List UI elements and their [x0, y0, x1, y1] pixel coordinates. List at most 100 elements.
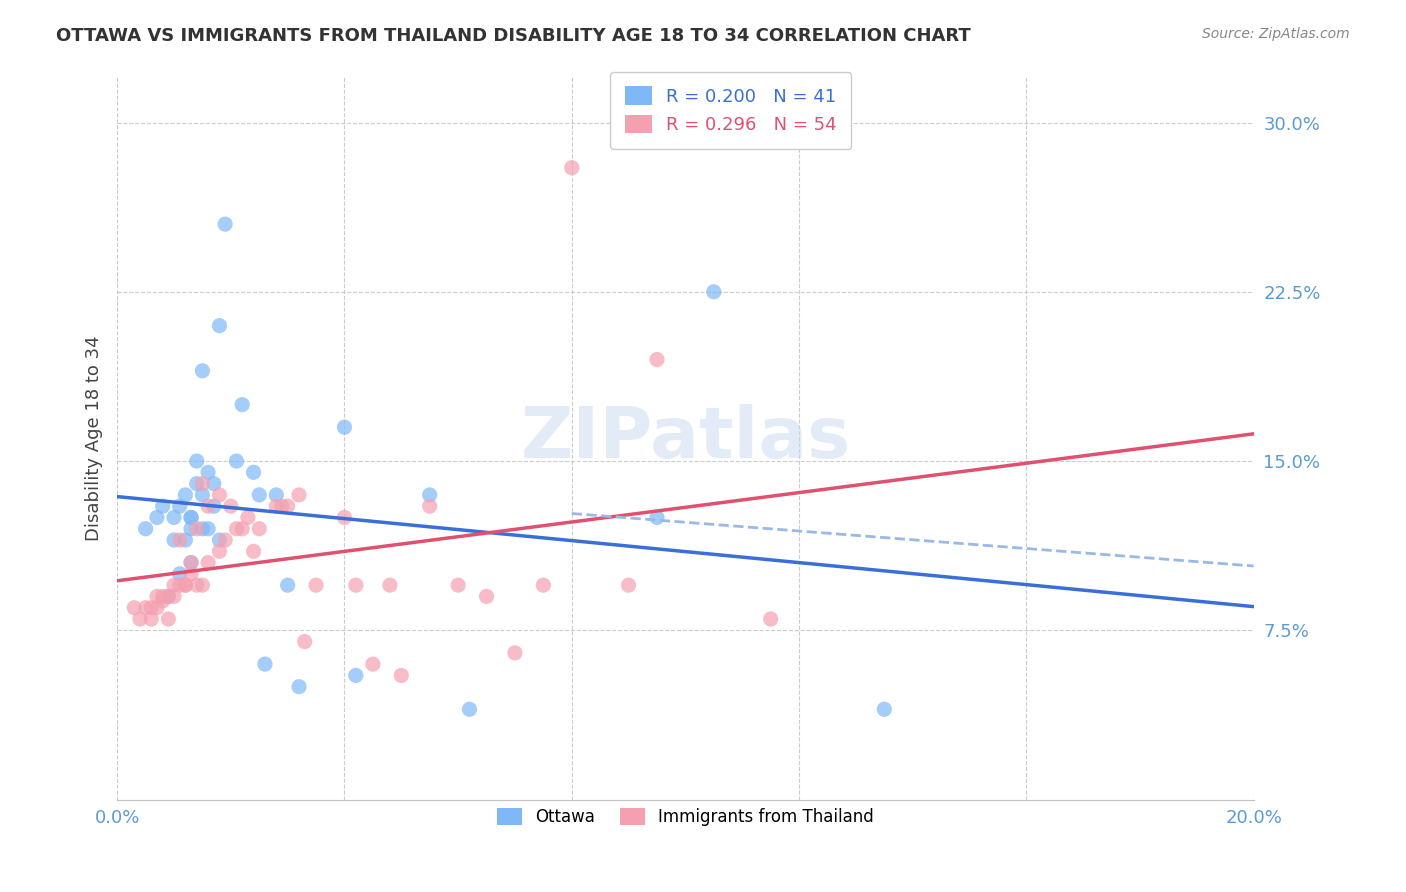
Text: Source: ZipAtlas.com: Source: ZipAtlas.com — [1202, 27, 1350, 41]
Point — [163, 510, 186, 524]
Point — [169, 578, 191, 592]
Point — [231, 398, 253, 412]
Point — [277, 578, 299, 592]
Text: OTTAWA VS IMMIGRANTS FROM THAILAND DISABILITY AGE 18 TO 34 CORRELATION CHART: OTTAWA VS IMMIGRANTS FROM THAILAND DISAB… — [56, 27, 972, 45]
Point — [266, 499, 288, 513]
Point — [419, 499, 441, 513]
Point — [645, 510, 668, 524]
Point — [191, 476, 214, 491]
Point — [247, 488, 270, 502]
Point — [152, 499, 174, 513]
Point — [208, 544, 231, 558]
Point — [169, 499, 191, 513]
Point — [214, 217, 236, 231]
Point — [447, 578, 470, 592]
Point — [202, 499, 225, 513]
Point — [197, 556, 219, 570]
Point — [361, 657, 384, 672]
Point — [169, 533, 191, 547]
Point — [135, 600, 157, 615]
Point — [873, 702, 896, 716]
Point — [225, 522, 247, 536]
Point — [157, 590, 180, 604]
Point — [458, 702, 481, 716]
Point — [180, 566, 202, 581]
Point — [169, 566, 191, 581]
Point — [225, 454, 247, 468]
Point — [333, 420, 356, 434]
Point — [186, 578, 208, 592]
Point — [163, 578, 186, 592]
Point — [531, 578, 554, 592]
Point — [141, 612, 163, 626]
Point — [208, 318, 231, 333]
Point — [191, 522, 214, 536]
Point — [129, 612, 152, 626]
Point — [146, 600, 169, 615]
Point — [186, 476, 208, 491]
Point — [180, 522, 202, 536]
Point — [294, 634, 316, 648]
Point — [191, 578, 214, 592]
Point — [242, 466, 264, 480]
Point — [561, 161, 583, 175]
Point — [703, 285, 725, 299]
Point — [475, 590, 498, 604]
Point — [759, 612, 782, 626]
Point — [174, 578, 197, 592]
Point — [242, 544, 264, 558]
Point — [219, 499, 242, 513]
Legend: Ottawa, Immigrants from Thailand: Ottawa, Immigrants from Thailand — [488, 800, 883, 835]
Point — [344, 668, 367, 682]
Point — [231, 522, 253, 536]
Point — [191, 364, 214, 378]
Point — [157, 590, 180, 604]
Point — [645, 352, 668, 367]
Point — [157, 612, 180, 626]
Point — [288, 488, 311, 502]
Point — [277, 499, 299, 513]
Point — [174, 533, 197, 547]
Point — [186, 522, 208, 536]
Y-axis label: Disability Age 18 to 34: Disability Age 18 to 34 — [86, 335, 103, 541]
Point — [344, 578, 367, 592]
Point — [389, 668, 412, 682]
Point — [191, 488, 214, 502]
Point — [174, 578, 197, 592]
Point — [266, 488, 288, 502]
Point — [197, 499, 219, 513]
Point — [617, 578, 640, 592]
Point — [180, 556, 202, 570]
Point — [419, 488, 441, 502]
Point — [288, 680, 311, 694]
Point — [208, 488, 231, 502]
Point — [236, 510, 259, 524]
Point — [174, 488, 197, 502]
Point — [247, 522, 270, 536]
Point — [197, 522, 219, 536]
Point — [180, 556, 202, 570]
Point — [214, 533, 236, 547]
Point — [146, 590, 169, 604]
Point — [333, 510, 356, 524]
Point — [503, 646, 526, 660]
Point — [141, 600, 163, 615]
Point — [202, 476, 225, 491]
Point — [253, 657, 276, 672]
Point — [152, 590, 174, 604]
Point — [180, 510, 202, 524]
Point — [271, 499, 294, 513]
Text: ZIPatlas: ZIPatlas — [520, 404, 851, 473]
Point — [208, 533, 231, 547]
Point — [186, 454, 208, 468]
Point — [152, 594, 174, 608]
Point — [197, 466, 219, 480]
Point — [163, 533, 186, 547]
Point — [305, 578, 328, 592]
Point — [122, 600, 145, 615]
Point — [146, 510, 169, 524]
Point — [378, 578, 401, 592]
Point — [180, 510, 202, 524]
Point — [135, 522, 157, 536]
Point — [163, 590, 186, 604]
